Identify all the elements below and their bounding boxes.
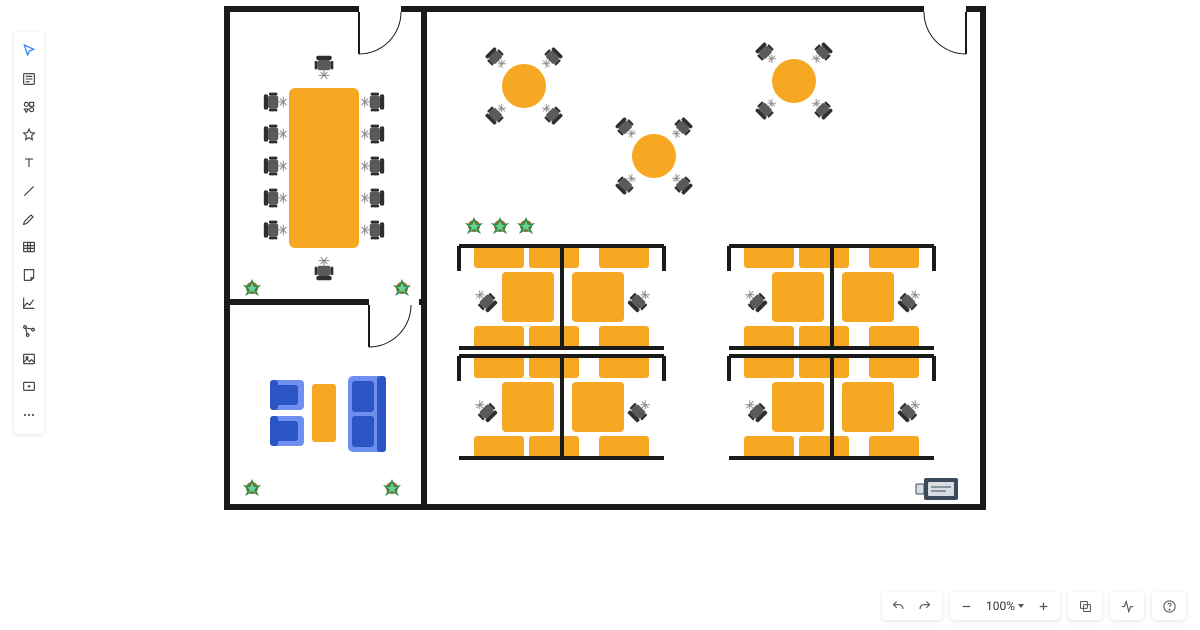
select-tool[interactable] bbox=[16, 38, 42, 64]
text-tool[interactable] bbox=[16, 150, 42, 176]
zoom-level-label: 100% bbox=[986, 599, 1015, 613]
bottom-toolbar: 100% bbox=[876, 590, 1186, 622]
template-tool[interactable] bbox=[16, 66, 42, 92]
connector-tool[interactable] bbox=[16, 318, 42, 344]
line-tool[interactable] bbox=[16, 178, 42, 204]
star-tool[interactable] bbox=[16, 122, 42, 148]
note-tool[interactable] bbox=[16, 262, 42, 288]
shapes-tool[interactable] bbox=[16, 94, 42, 120]
activity-button[interactable] bbox=[1114, 593, 1140, 619]
zoom-level-dropdown[interactable]: 100% bbox=[980, 599, 1030, 613]
pen-tool[interactable] bbox=[16, 206, 42, 232]
more-tool[interactable] bbox=[16, 402, 42, 428]
help-button[interactable] bbox=[1156, 593, 1182, 619]
table-tool[interactable] bbox=[16, 234, 42, 260]
chart-tool[interactable] bbox=[16, 290, 42, 316]
floorplan-canvas[interactable] bbox=[224, 6, 986, 510]
comment-tool[interactable] bbox=[16, 374, 42, 400]
left-toolbar bbox=[14, 32, 44, 434]
image-tool[interactable] bbox=[16, 346, 42, 372]
zoom-out-button[interactable] bbox=[954, 593, 980, 619]
undo-button[interactable] bbox=[886, 593, 912, 619]
zoom-in-button[interactable] bbox=[1030, 593, 1056, 619]
layers-button[interactable] bbox=[1072, 593, 1098, 619]
redo-button[interactable] bbox=[912, 593, 938, 619]
